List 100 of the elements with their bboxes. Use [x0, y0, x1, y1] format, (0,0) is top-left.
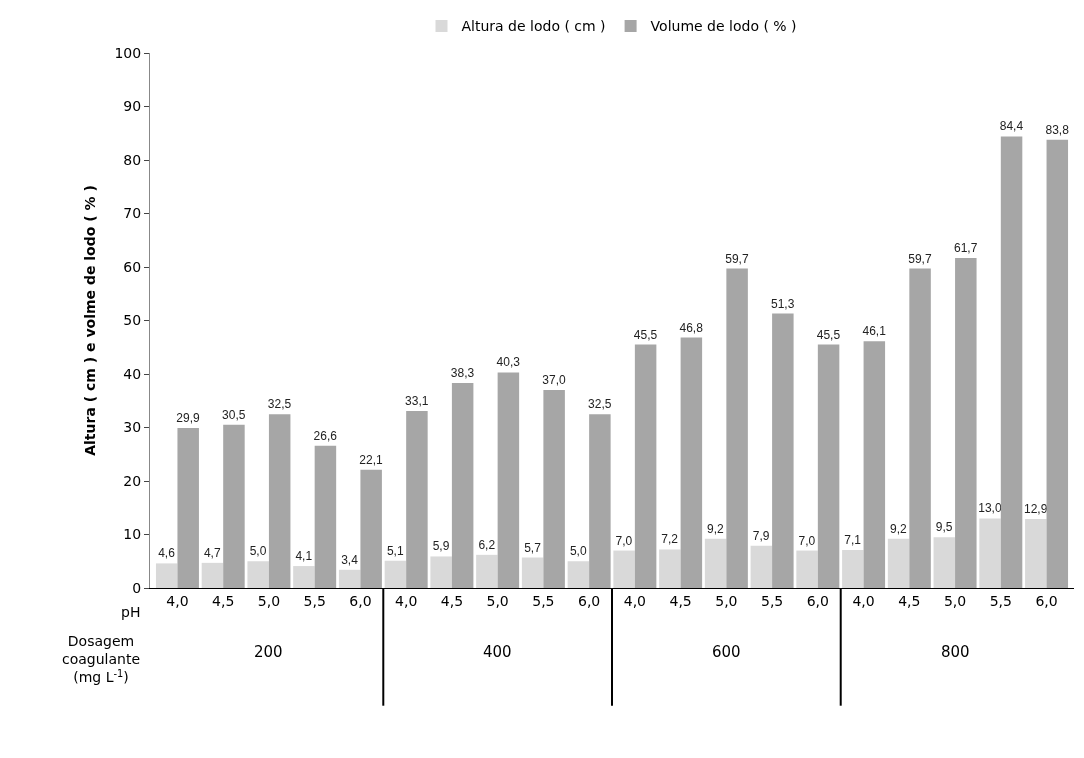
- y-tick-label: 50: [123, 312, 142, 329]
- data-label: 4,6: [158, 546, 176, 561]
- data-label: 26,6: [313, 428, 338, 443]
- data-label: 59,7: [908, 251, 932, 266]
- x-tick-label: 5,5: [303, 592, 326, 609]
- bar: [750, 545, 773, 588]
- x-tick-label: 6,0: [578, 592, 601, 609]
- bar: [1025, 518, 1047, 588]
- bar: [314, 445, 337, 588]
- x-tick-label: 5,0: [257, 592, 281, 609]
- bar: [268, 414, 291, 588]
- y-tick-label: 0: [132, 579, 142, 596]
- x-tick-label: 5,5: [532, 592, 555, 609]
- x-tick-label: 6,0: [1035, 592, 1058, 609]
- x-tick-label: 5,0: [486, 592, 509, 609]
- bar: [1000, 136, 1023, 588]
- data-label: 5,1: [386, 543, 404, 558]
- x-tick-label: 5,5: [989, 592, 1012, 609]
- bar: [817, 344, 840, 588]
- bar: [726, 268, 748, 588]
- data-label: 4,1: [295, 549, 313, 564]
- bar: [521, 557, 544, 588]
- bar: [360, 469, 382, 588]
- data-label: 6,2: [478, 537, 496, 552]
- text: 600: [712, 643, 741, 661]
- bar: [430, 556, 452, 588]
- data-label: 7,9: [752, 528, 770, 543]
- data-label: 51,3: [771, 296, 795, 311]
- bar: [223, 424, 245, 588]
- data-label: 33,1: [405, 393, 429, 408]
- bar: [567, 561, 590, 588]
- x-tick-label: 4,5: [440, 592, 464, 609]
- x-tick-label: 5,0: [715, 592, 738, 609]
- y-tick-label: 60: [123, 258, 142, 275]
- y-tick-label: 70: [123, 205, 142, 222]
- bar: [909, 268, 931, 588]
- data-label: 46,8: [679, 320, 704, 335]
- bar: [338, 569, 361, 588]
- bar: [613, 550, 635, 588]
- bar: [772, 313, 794, 588]
- x-tick-label: 4,5: [212, 592, 235, 609]
- bar: [293, 566, 315, 588]
- x-tick-label: 4,0: [395, 592, 418, 609]
- legend-label: Volume de lodo ( % ): [650, 18, 797, 35]
- y-tick-label: 30: [123, 419, 142, 436]
- bar: [933, 537, 956, 588]
- data-label: 45,5: [633, 327, 658, 342]
- bar: [1046, 139, 1069, 588]
- bar: [796, 550, 818, 588]
- bar: [384, 560, 407, 588]
- data-label: 9,2: [707, 521, 725, 536]
- bar: [704, 538, 727, 588]
- bar: [177, 428, 199, 588]
- bar: [634, 344, 657, 588]
- data-label: 38,3: [450, 366, 475, 381]
- data-label: 5,9: [432, 539, 450, 554]
- data-label: 7,1: [844, 533, 862, 548]
- data-label: 7,2: [661, 532, 679, 547]
- bar: [979, 518, 1001, 588]
- legend-label: Altura de lodo ( cm ): [461, 18, 606, 35]
- bar: [543, 390, 565, 588]
- bar: [659, 549, 681, 588]
- data-label: 5,7: [524, 540, 542, 555]
- data-label: 30,5: [222, 407, 246, 422]
- data-label: 61,7: [953, 240, 978, 255]
- bar: [451, 383, 474, 588]
- data-label: 7,0: [798, 533, 816, 548]
- data-label: 12,9: [1023, 501, 1048, 516]
- data-label: 32,5: [267, 397, 292, 412]
- y-tick-label: 80: [123, 151, 142, 168]
- bar: [497, 372, 520, 588]
- x-tick-label: 4,0: [166, 592, 189, 609]
- data-label: 84,4: [999, 119, 1024, 134]
- data-label: 46,1: [862, 324, 887, 339]
- data-label: 22,1: [359, 452, 384, 467]
- y-axis-title: Altura ( cm ) e volme de lodo ( % ): [82, 185, 99, 456]
- data-label: 4,7: [203, 545, 221, 560]
- x-tick-label: 5,0: [943, 592, 967, 609]
- data-label: 59,7: [725, 251, 749, 266]
- data-label: 32,5: [588, 397, 612, 412]
- bar: [247, 561, 269, 588]
- data-label: 7,0: [615, 533, 633, 548]
- x-tick-label: 6,0: [349, 592, 372, 609]
- data-label: 83,8: [1045, 122, 1070, 137]
- data-label: 13,0: [978, 501, 1002, 516]
- x-tick-label: 6,0: [806, 592, 829, 609]
- y-tick-label: 20: [123, 472, 142, 489]
- data-label: 5,0: [569, 544, 587, 559]
- bar: [842, 550, 864, 588]
- bar: [476, 554, 498, 588]
- data-label: 3,4: [341, 552, 359, 567]
- data-label: 29,9: [176, 411, 201, 426]
- x-tick-label: 4,5: [898, 592, 921, 609]
- x-tick-label: 4,0: [623, 592, 646, 609]
- bar: [887, 538, 910, 588]
- bar: [201, 562, 224, 588]
- data-label: 9,2: [890, 521, 908, 536]
- data-label: 9,5: [935, 520, 953, 535]
- text: Dosagem coagulante (mg L$^{-1}$): [62, 633, 141, 686]
- bar: [406, 410, 428, 588]
